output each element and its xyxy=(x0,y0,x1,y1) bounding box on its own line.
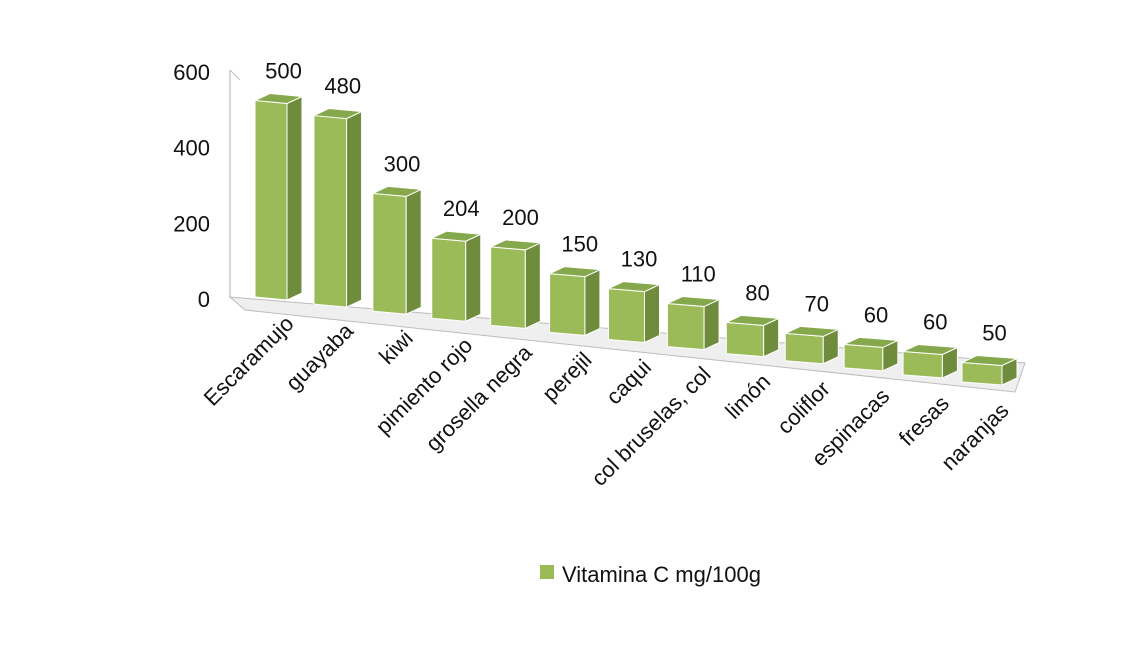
legend-label: Vitamina C mg/100g xyxy=(562,562,761,587)
x-tick-label: kiwi xyxy=(374,325,418,369)
y-tick-label: 400 xyxy=(173,136,210,161)
bar-side xyxy=(584,268,601,337)
bar-front xyxy=(666,303,705,351)
data-label: 200 xyxy=(502,205,539,230)
x-tick-label: caqui xyxy=(601,354,656,409)
bar xyxy=(606,281,662,344)
bar xyxy=(370,185,424,315)
data-label: 150 xyxy=(561,232,598,257)
bar xyxy=(488,239,543,330)
bar-side xyxy=(465,233,482,323)
bar xyxy=(901,343,960,379)
bar-top xyxy=(724,314,781,326)
bar-side xyxy=(346,110,363,308)
bar-front xyxy=(961,361,1003,386)
bar-top xyxy=(960,354,1019,367)
data-label: 204 xyxy=(443,196,480,221)
data-label: 80 xyxy=(745,280,769,305)
bar-front xyxy=(725,321,765,358)
x-tick-label: col bruselas, col xyxy=(586,362,715,491)
y-axis: 0 200 400 600 xyxy=(173,60,210,312)
bar-top xyxy=(842,336,900,348)
x-tick-label: Escaramujo xyxy=(199,311,299,411)
bar-front xyxy=(549,273,586,336)
y-tick-label: 0 xyxy=(198,287,210,312)
bar-top xyxy=(370,185,424,197)
bar xyxy=(253,92,304,301)
bar-side xyxy=(405,188,422,315)
data-label: 60 xyxy=(864,302,888,327)
data-label: 480 xyxy=(324,74,361,99)
bar-top xyxy=(429,230,483,242)
bar-top xyxy=(901,343,960,356)
data-label: 60 xyxy=(923,310,947,335)
bar-top xyxy=(253,92,304,105)
bar xyxy=(547,266,602,337)
data-label: 110 xyxy=(681,262,716,287)
x-tick-label: perejil xyxy=(537,347,596,406)
bar-front xyxy=(843,343,884,372)
bar-top xyxy=(665,296,722,308)
bar-front xyxy=(254,99,288,301)
bar-top xyxy=(547,266,602,278)
data-label: 70 xyxy=(805,291,829,316)
bar-front xyxy=(784,332,824,365)
bar xyxy=(429,230,483,323)
y-tick-label: 200 xyxy=(173,211,210,236)
bar xyxy=(724,314,781,358)
bar-top xyxy=(488,239,543,251)
data-labels: 500 480 300 204 200 150 130 110 80 70 60 60 50 xyxy=(265,59,1007,346)
bars xyxy=(253,92,1019,386)
bar xyxy=(842,336,900,372)
bar xyxy=(960,354,1019,386)
bar-front xyxy=(490,246,526,329)
bar xyxy=(312,108,364,308)
bar-top xyxy=(783,325,841,337)
data-label: 500 xyxy=(265,59,302,84)
data-label: 300 xyxy=(384,151,421,176)
legend: Vitamina C mg/100g xyxy=(540,562,761,587)
data-label: 50 xyxy=(982,321,1006,346)
bar-front xyxy=(431,237,467,322)
bar xyxy=(665,296,722,351)
bar-front xyxy=(372,192,407,315)
bar xyxy=(783,325,841,365)
bar-side xyxy=(703,298,720,351)
bar-side xyxy=(644,283,660,344)
bar-side xyxy=(286,95,303,301)
bar-front xyxy=(902,350,943,379)
bar-top xyxy=(312,108,364,120)
y-tick-label: 600 xyxy=(173,60,210,85)
x-tick-label: limón xyxy=(720,369,775,424)
chart-wall-top-edge xyxy=(229,69,241,81)
x-tick-label: fresas xyxy=(894,391,954,451)
bar-front xyxy=(608,288,645,344)
bar-front xyxy=(313,115,348,308)
bar-top xyxy=(606,281,662,293)
bar-side xyxy=(524,242,541,330)
x-tick-label: coliflor xyxy=(772,376,835,439)
legend-swatch xyxy=(540,565,554,579)
data-label: 130 xyxy=(621,247,658,272)
